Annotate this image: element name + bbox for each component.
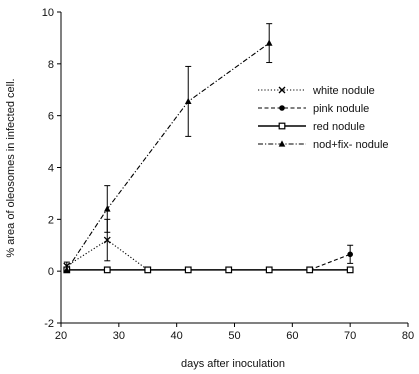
data-point <box>265 266 273 274</box>
data-point <box>184 97 192 105</box>
x-tick-label: 30 <box>113 330 125 342</box>
legend-swatch-marker <box>278 86 286 94</box>
data-point <box>103 266 111 274</box>
y-tick-label: 8 <box>48 59 54 71</box>
data-point <box>144 266 152 274</box>
y-tick-label: 2 <box>48 214 54 226</box>
legend-swatch-marker <box>279 105 285 111</box>
legend-label: white nodule <box>312 85 375 97</box>
x-tick-label: 70 <box>344 330 356 342</box>
data-point <box>103 205 111 212</box>
y-tick-label: 6 <box>48 111 54 123</box>
legend-label: pink nodule <box>313 103 369 115</box>
x-axis-label: days after inoculation <box>181 358 285 370</box>
y-axis-label: % area of oleosomes in infected cell. <box>5 78 17 257</box>
y-tick-label: 0 <box>48 266 54 278</box>
legend-swatch-marker <box>278 140 286 147</box>
y-tick-label: 4 <box>48 163 54 175</box>
series-lines <box>66 42 351 271</box>
x-marker-stroke <box>103 236 111 244</box>
data-point <box>184 266 192 274</box>
legend: white nodule pink nodule red nodule nod+fix… <box>258 85 389 151</box>
data-point <box>265 39 273 46</box>
legend-label: nod+fix- nodule <box>313 139 389 151</box>
x-tick-label: 80 <box>402 330 414 342</box>
axes <box>60 12 408 324</box>
x-marker-stroke <box>278 86 286 94</box>
series-line <box>309 253 351 271</box>
data-point <box>63 266 71 273</box>
data-point <box>103 236 111 244</box>
series-markers <box>63 39 354 274</box>
data-point <box>346 266 354 274</box>
ticks: 20 30 40 50 60 70 80 -2 0 2 4 6 8 10 <box>42 7 414 342</box>
x-tick-label: 60 <box>286 330 298 342</box>
legend-label: red nodule <box>313 121 365 133</box>
x-tick-label: 40 <box>171 330 183 342</box>
series-line <box>66 42 270 271</box>
x-tick-label: 50 <box>228 330 240 342</box>
y-tick-label: -2 <box>44 318 54 330</box>
data-point <box>306 266 314 274</box>
error-bars <box>63 23 354 271</box>
y-tick-label: 10 <box>42 7 54 19</box>
data-point <box>225 266 233 274</box>
x-tick-label: 20 <box>55 330 67 342</box>
legend-swatch-marker <box>278 122 286 130</box>
data-point <box>347 251 353 258</box>
